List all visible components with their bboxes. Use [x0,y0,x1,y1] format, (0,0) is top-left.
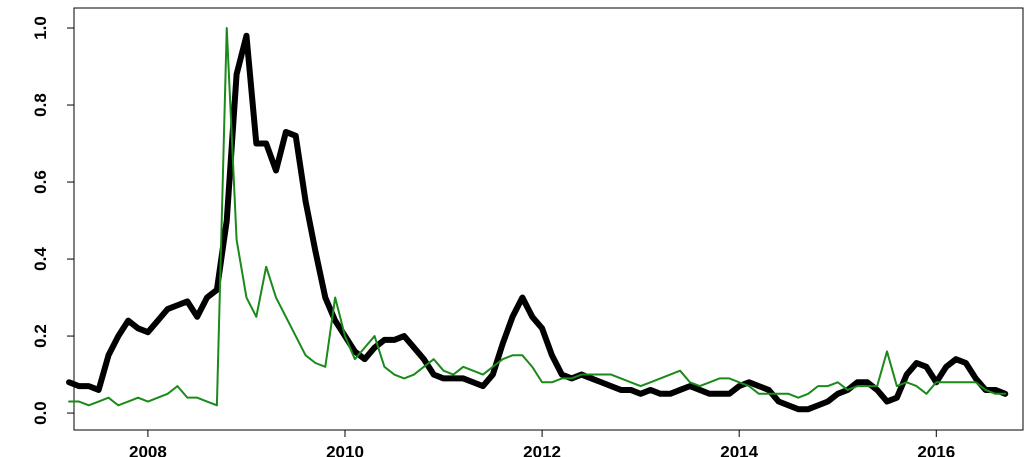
x-tick-label: 2012 [523,442,561,457]
x-tick-label: 2014 [720,442,758,457]
y-tick-label: 0.0 [31,401,50,425]
x-tick-label: 2010 [326,442,364,457]
y-tick-label: 0.6 [31,170,50,194]
y-tick-label: 0.2 [31,324,50,348]
series-line [68,27,1007,407]
x-tick-label: 2008 [129,442,167,457]
series-line [66,32,1009,413]
y-tick-label: 0.4 [31,247,50,271]
y-tick-label: 1.0 [31,16,50,40]
y-tick-label: 0.8 [31,93,50,117]
x-tick-label: 2016 [917,442,955,457]
plot-box [73,7,1024,431]
